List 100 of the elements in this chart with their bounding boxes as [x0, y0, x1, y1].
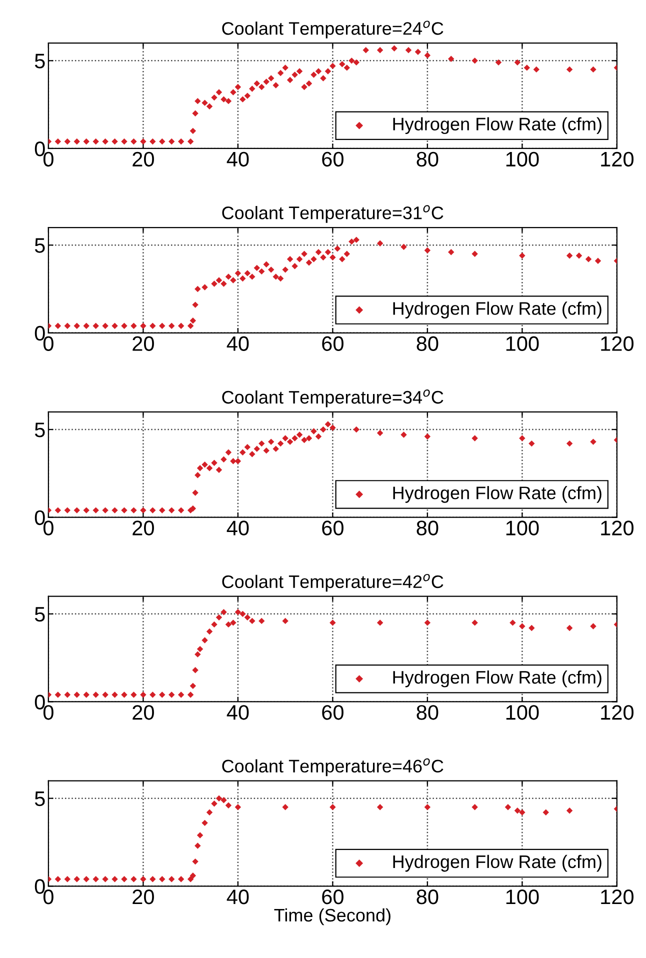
point [472, 435, 478, 442]
y-tick-label: 5 [34, 54, 45, 68]
point [202, 820, 208, 826]
point [112, 876, 118, 882]
point [542, 809, 549, 816]
point [150, 876, 156, 882]
point [282, 618, 288, 624]
point [202, 462, 208, 468]
x-tick-label: 20 [132, 520, 154, 536]
point [64, 876, 71, 882]
y-tick-label: 5 [34, 607, 45, 622]
point [102, 876, 108, 882]
point [130, 692, 137, 698]
point [194, 472, 201, 478]
point [528, 624, 535, 632]
point [64, 692, 71, 698]
point [353, 426, 360, 433]
x-tick-label: 100 [506, 705, 539, 720]
point [92, 507, 99, 514]
point [211, 460, 218, 466]
point [187, 876, 194, 882]
point [168, 876, 175, 882]
point [92, 692, 99, 698]
point [83, 507, 90, 514]
point [254, 446, 260, 452]
y-tick-label: 0 [34, 694, 45, 710]
point [330, 620, 336, 626]
y-tick-label: 5 [34, 238, 45, 253]
x-tick-label: 100 [506, 336, 539, 351]
point [315, 433, 322, 440]
x-tick-label: 80 [416, 152, 438, 167]
point [519, 435, 526, 442]
point [234, 458, 242, 464]
point [514, 808, 521, 814]
point [234, 609, 242, 616]
point [112, 692, 118, 698]
point [83, 876, 90, 882]
point [244, 614, 251, 621]
point [140, 507, 146, 514]
point [216, 795, 222, 802]
point [424, 804, 431, 810]
point [220, 796, 227, 804]
point [566, 808, 573, 814]
point [130, 876, 137, 882]
point [192, 667, 198, 674]
point [192, 490, 198, 496]
x-tick-label: 100 [506, 520, 539, 536]
x-tick-label: 120 [601, 336, 634, 351]
point [178, 692, 184, 698]
point [424, 620, 431, 626]
point [244, 444, 251, 450]
point [272, 446, 279, 452]
chart-title: Coolant Temperature=42$^{o}$C [222, 574, 444, 592]
point [211, 800, 218, 807]
point [140, 876, 146, 882]
x-tick-label: 80 [416, 705, 438, 720]
legend-label: Hydrogen Flow Rate (cfm) [393, 117, 602, 134]
point [220, 456, 227, 462]
point [528, 440, 535, 447]
x-tick-label: 60 [322, 705, 344, 720]
point [121, 876, 128, 882]
point [74, 876, 80, 882]
point [121, 507, 128, 514]
point [519, 809, 526, 816]
point [590, 623, 596, 630]
point [510, 620, 516, 626]
point [150, 692, 156, 698]
x-tick-label: 40 [226, 889, 249, 904]
point [225, 621, 232, 628]
point [258, 618, 265, 624]
point [202, 637, 208, 644]
x-tick-label: 40 [226, 520, 249, 536]
point [249, 618, 256, 624]
point [230, 620, 236, 626]
point [190, 682, 196, 690]
point [92, 876, 99, 882]
point [330, 424, 336, 431]
point [190, 505, 196, 512]
point [187, 692, 194, 698]
point [306, 435, 312, 442]
x-tick-label: 120 [601, 520, 634, 536]
chart-title: Coolant Temperature=46$^{o}$C [222, 758, 444, 776]
point [258, 440, 265, 447]
legend-label: Hydrogen Flow Rate (cfm) [393, 302, 602, 318]
chart-title: Coolant Temperature=24$^{o}$C [222, 20, 444, 38]
point [196, 646, 204, 652]
point [324, 421, 332, 428]
point [206, 809, 213, 816]
point [296, 432, 303, 438]
x-tick-label: 60 [322, 152, 344, 167]
point [310, 428, 317, 434]
x-tick-label: 60 [322, 520, 344, 536]
point [301, 436, 308, 444]
point [196, 832, 204, 838]
x-tick-label: 60 [322, 336, 344, 351]
point [240, 610, 246, 618]
point [130, 507, 137, 514]
y-tick-label: 0 [34, 141, 45, 156]
point [566, 440, 573, 447]
point [64, 507, 71, 514]
